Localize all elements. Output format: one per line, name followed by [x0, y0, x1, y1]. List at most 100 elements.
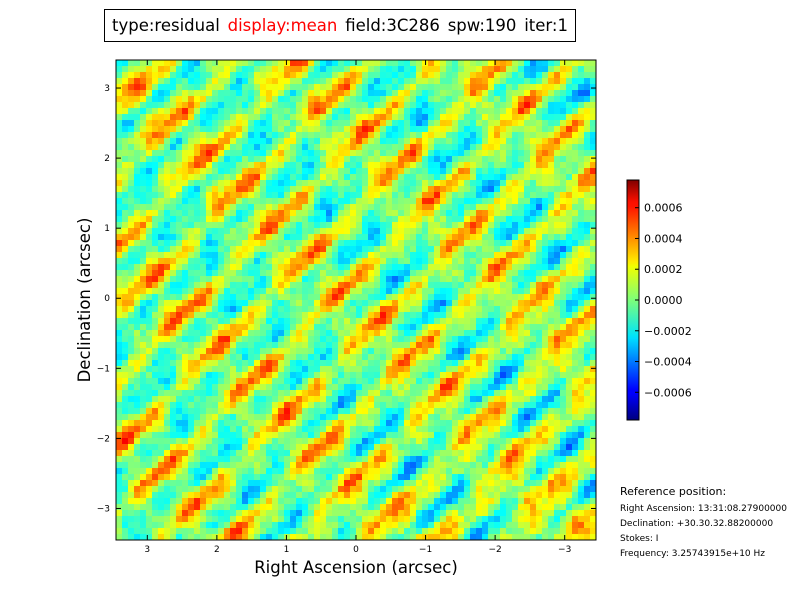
heatmap-cell — [344, 252, 351, 259]
heatmap-cell — [386, 120, 393, 127]
heatmap-cell — [146, 270, 153, 277]
heatmap-cell — [200, 306, 207, 313]
heatmap-cell — [218, 186, 225, 193]
heatmap-cell — [200, 192, 207, 199]
heatmap-cell — [290, 396, 297, 403]
heatmap-cell — [122, 354, 129, 361]
heatmap-cell — [458, 318, 465, 325]
heatmap-cell — [242, 210, 249, 217]
heatmap-cell — [446, 366, 453, 373]
heatmap-cell — [170, 456, 177, 463]
heatmap-cell — [302, 234, 309, 241]
heatmap-cell — [404, 84, 411, 91]
heatmap-cell — [152, 192, 159, 199]
heatmap-cell — [326, 390, 333, 397]
heatmap-cell — [362, 312, 369, 319]
heatmap-cell — [404, 324, 411, 331]
heatmap-cell — [170, 144, 177, 151]
heatmap-cell — [446, 114, 453, 121]
heatmap-cell — [266, 336, 273, 343]
heatmap-cell — [362, 408, 369, 415]
heatmap-cell — [380, 504, 387, 511]
heatmap-cell — [236, 150, 243, 157]
heatmap-cell — [116, 438, 123, 445]
heatmap-cell — [134, 102, 141, 109]
heatmap-cell — [122, 222, 129, 229]
heatmap-cell — [344, 102, 351, 109]
heatmap-cell — [362, 462, 369, 469]
heatmap-cell — [320, 342, 327, 349]
heatmap-cell — [116, 258, 123, 265]
heatmap-cell — [296, 108, 303, 115]
heatmap-cell — [140, 330, 147, 337]
heatmap-cell — [230, 486, 237, 493]
heatmap-cell — [260, 312, 267, 319]
heatmap-cell — [200, 198, 207, 205]
heatmap-cell — [404, 234, 411, 241]
heatmap-cell — [482, 264, 489, 271]
heatmap-cell — [320, 462, 327, 469]
heatmap-cell — [338, 372, 345, 379]
heatmap-cell — [464, 78, 471, 85]
heatmap-cell — [290, 66, 297, 73]
heatmap-cell — [344, 228, 351, 235]
heatmap-cell — [122, 378, 129, 385]
heatmap-cell — [428, 90, 435, 97]
heatmap-cell — [134, 300, 141, 307]
heatmap-cell — [470, 240, 477, 247]
heatmap-cell — [332, 156, 339, 163]
heatmap-cell — [272, 60, 279, 67]
heatmap-cell — [206, 66, 213, 73]
heatmap-cell — [134, 210, 141, 217]
heatmap-cell — [242, 498, 249, 505]
heatmap-cell — [194, 444, 201, 451]
heatmap-cell — [362, 528, 369, 535]
heatmap-cell — [338, 504, 345, 511]
heatmap-cell — [428, 300, 435, 307]
heatmap-cell — [242, 420, 249, 427]
heatmap-cell — [422, 408, 429, 415]
heatmap-cell — [338, 150, 345, 157]
heatmap-cell — [476, 300, 483, 307]
heatmap-cell — [482, 462, 489, 469]
heatmap-cell — [488, 228, 495, 235]
heatmap-cell — [170, 336, 177, 343]
heatmap-cell — [290, 402, 297, 409]
heatmap-cell — [356, 144, 363, 151]
heatmap-cell — [284, 222, 291, 229]
heatmap-cell — [434, 396, 441, 403]
heatmap-cell — [326, 138, 333, 145]
heatmap-cell — [410, 78, 417, 85]
heatmap-cell — [116, 462, 123, 469]
heatmap-cell — [128, 102, 135, 109]
heatmap-cell — [356, 240, 363, 247]
heatmap-cell — [344, 324, 351, 331]
heatmap-cell — [452, 498, 459, 505]
heatmap-cell — [434, 138, 441, 145]
heatmap-cell — [146, 144, 153, 151]
heatmap-cell — [344, 432, 351, 439]
heatmap-cell — [482, 84, 489, 91]
heatmap-cell — [206, 216, 213, 223]
heatmap-cell — [236, 330, 243, 337]
heatmap-cell — [332, 192, 339, 199]
heatmap-cell — [434, 468, 441, 475]
heatmap-cell — [398, 444, 405, 451]
heatmap-cell — [458, 462, 465, 469]
heatmap-cell — [314, 282, 321, 289]
heatmap-cell — [170, 480, 177, 487]
heatmap-cell — [386, 336, 393, 343]
heatmap-cell — [140, 462, 147, 469]
heatmap-cell — [230, 138, 237, 145]
heatmap-cell — [176, 528, 183, 535]
heatmap-cell — [470, 462, 477, 469]
heatmap-cell — [116, 378, 123, 385]
heatmap-cell — [404, 270, 411, 277]
heatmap-cell — [422, 144, 429, 151]
heatmap-cell — [464, 258, 471, 265]
heatmap-cell — [200, 432, 207, 439]
heatmap-cell — [476, 186, 483, 193]
heatmap-cell — [440, 234, 447, 241]
heatmap-cell — [356, 528, 363, 535]
heatmap-cell — [188, 504, 195, 511]
